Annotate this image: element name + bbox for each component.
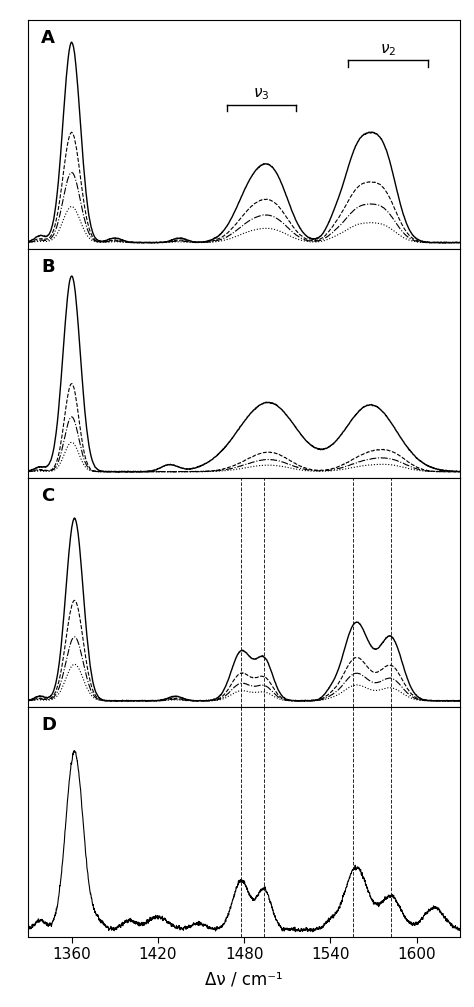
Text: D: D (41, 716, 56, 734)
Text: $\nu_2$: $\nu_2$ (380, 42, 396, 58)
X-axis label: Δν / cm⁻¹: Δν / cm⁻¹ (205, 971, 283, 988)
Text: B: B (41, 258, 55, 276)
Text: C: C (41, 487, 55, 506)
Text: A: A (41, 29, 55, 47)
Text: $\nu_3$: $\nu_3$ (253, 87, 270, 103)
